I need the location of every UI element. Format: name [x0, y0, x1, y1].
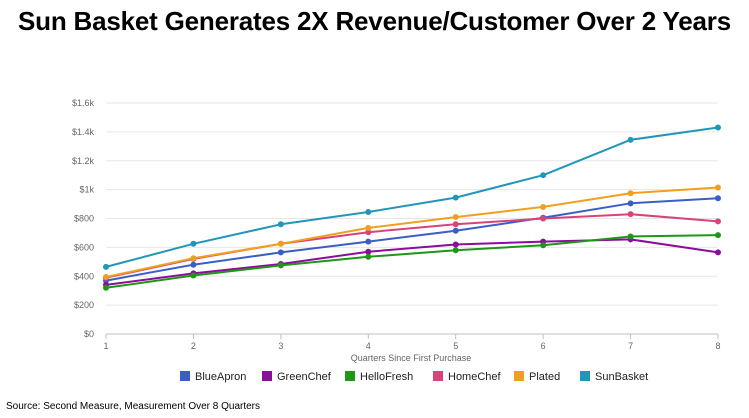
series-lines [105, 126, 719, 289]
series-line-hellofresh [105, 234, 719, 289]
data-point-homechef[interactable] [452, 221, 459, 228]
legend-swatch [514, 371, 524, 381]
data-point-hellofresh[interactable] [277, 262, 284, 269]
data-point-blueapron[interactable] [627, 200, 634, 207]
data-point-homechef[interactable] [627, 211, 634, 218]
data-point-plated[interactable] [540, 203, 547, 210]
x-tick-label: 5 [453, 341, 458, 351]
legend-swatch [580, 371, 590, 381]
data-point-sunbasket[interactable] [365, 209, 372, 216]
legend-label: HomeChef [448, 371, 502, 383]
data-point-sunbasket[interactable] [715, 124, 721, 131]
legend-label: Plated [529, 371, 560, 383]
legend-label: GreenChef [277, 371, 332, 383]
legend-label: HelloFresh [360, 371, 413, 383]
data-point-plated[interactable] [365, 224, 372, 231]
legend: BlueApron GreenChef HelloFresh HomeChef Plat… [180, 371, 648, 383]
data-point-hellofresh[interactable] [540, 242, 547, 249]
x-axis-title: Quarters Since First Purchase [351, 353, 472, 363]
series-line-greenchef [105, 238, 719, 286]
series-points [103, 124, 721, 291]
data-point-blueapron[interactable] [277, 249, 284, 256]
legend-swatch [262, 371, 272, 381]
data-point-hellofresh[interactable] [365, 253, 372, 260]
data-point-homechef[interactable] [365, 229, 372, 236]
source-note: Source: Second Measure, Measurement Over… [6, 401, 261, 412]
page-title: Sun Basket Generates 2X Revenue/Customer… [18, 6, 731, 36]
y-tick-label: $1.6k [72, 98, 95, 108]
data-point-hellofresh[interactable] [190, 272, 197, 279]
x-tick-label: 3 [278, 341, 283, 351]
data-point-plated[interactable] [627, 190, 634, 197]
data-point-sunbasket[interactable] [190, 240, 197, 247]
data-point-plated[interactable] [452, 214, 459, 221]
x-tick-label: 4 [366, 341, 371, 351]
legend-item-homechef[interactable]: HomeChef [433, 371, 502, 383]
y-tick-label: $200 [74, 300, 94, 310]
legend-item-blueapron[interactable]: BlueApron [180, 371, 246, 383]
series-line-homechef [105, 213, 719, 279]
x-tick-label: 2 [191, 341, 196, 351]
data-point-sunbasket[interactable] [277, 221, 284, 228]
legend-item-hellofresh[interactable]: HelloFresh [345, 371, 413, 383]
x-tick-label: 8 [715, 341, 720, 351]
y-tick-label: $0 [84, 329, 94, 339]
y-tick-label: $1.4k [72, 127, 95, 137]
data-point-sunbasket[interactable] [540, 172, 547, 179]
legend-item-sunbasket[interactable]: SunBasket [580, 371, 648, 383]
legend-swatch [180, 371, 190, 381]
data-point-greenchef[interactable] [715, 249, 721, 256]
y-tick-label: $800 [74, 214, 94, 224]
y-tick-label: $600 [74, 242, 94, 252]
data-point-hellofresh[interactable] [715, 232, 721, 239]
data-point-homechef[interactable] [540, 215, 547, 222]
data-point-homechef[interactable] [715, 218, 721, 225]
x-axis-ticks: 1 2 3 4 5 6 7 8 [103, 334, 721, 351]
series-line-blueapron [105, 197, 719, 282]
data-point-plated[interactable] [715, 184, 721, 191]
data-point-plated[interactable] [277, 240, 284, 247]
y-tick-label: $400 [74, 271, 94, 281]
data-point-hellofresh[interactable] [627, 233, 634, 240]
data-point-hellofresh[interactable] [452, 247, 459, 254]
y-axis-ticks: $0 $200 $400 $600 $800 $1k $1.2k $1.4k $1.6k [72, 98, 95, 339]
data-point-greenchef[interactable] [452, 241, 459, 248]
legend-label: BlueApron [195, 371, 246, 383]
gridlines [106, 102, 718, 335]
data-point-plated[interactable] [103, 273, 109, 280]
data-point-blueapron[interactable] [715, 195, 721, 202]
legend-item-plated[interactable]: Plated [514, 371, 560, 383]
x-tick-label: 1 [103, 341, 108, 351]
y-tick-label: $1k [79, 185, 94, 195]
data-point-blueapron[interactable] [365, 238, 372, 245]
legend-item-greenchef[interactable]: GreenChef [262, 371, 332, 383]
series-line-sunbasket [105, 126, 719, 268]
data-point-sunbasket[interactable] [627, 136, 634, 143]
x-tick-label: 6 [541, 341, 546, 351]
data-point-hellofresh[interactable] [103, 284, 109, 291]
data-point-sunbasket[interactable] [103, 263, 109, 270]
series-line-plated [105, 186, 719, 278]
legend-swatch [345, 371, 355, 381]
data-point-blueapron[interactable] [452, 227, 459, 234]
legend-label: SunBasket [595, 371, 648, 383]
y-tick-label: $1.2k [72, 156, 95, 166]
legend-swatch [433, 371, 443, 381]
data-point-plated[interactable] [190, 255, 197, 262]
data-point-greenchef[interactable] [365, 248, 372, 255]
x-tick-label: 7 [628, 341, 633, 351]
data-point-blueapron[interactable] [190, 261, 197, 268]
data-point-sunbasket[interactable] [452, 194, 459, 201]
